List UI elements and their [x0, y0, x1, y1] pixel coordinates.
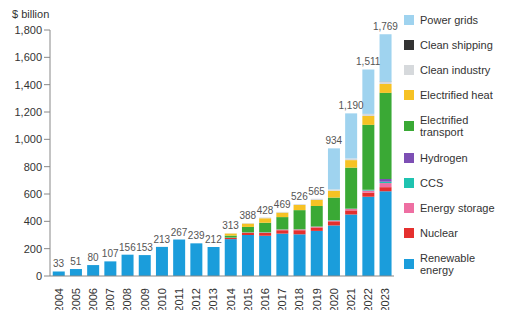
- svg-text:1,200: 1,200: [14, 106, 42, 118]
- html-text:Energy storage: Energy storage: [420, 201, 495, 214]
- svg-text:2023: 2023: [379, 288, 391, 310]
- svg-text:80: 80: [87, 252, 99, 263]
- svg-text:2014: 2014: [225, 288, 237, 310]
- svg-text:2022: 2022: [362, 288, 374, 310]
- svg-text:1,190: 1,190: [338, 100, 363, 111]
- svg-text:51: 51: [70, 256, 82, 267]
- svg-text:107: 107: [102, 248, 119, 259]
- svg-text:469: 469: [274, 199, 291, 210]
- svg-text:33: 33: [53, 258, 65, 269]
- html-text:Nuclear: Nuclear: [420, 226, 458, 239]
- html-text:Hydrogen: Hydrogen: [420, 151, 468, 164]
- svg-text:2012: 2012: [190, 288, 202, 310]
- svg-text:2019: 2019: [311, 288, 323, 310]
- svg-text:313: 313: [222, 220, 239, 231]
- svg-text:239: 239: [188, 230, 205, 241]
- svg-text:2017: 2017: [276, 288, 288, 310]
- svg-text:2008: 2008: [121, 288, 133, 310]
- svg-text:428: 428: [257, 205, 274, 216]
- html-text:Clean industry: Clean industry: [420, 64, 491, 77]
- svg-text:2005: 2005: [70, 288, 82, 310]
- svg-text:1,000: 1,000: [14, 133, 42, 145]
- svg-text:1,800: 1,800: [14, 24, 42, 36]
- svg-text:153: 153: [136, 242, 153, 253]
- svg-text:0: 0: [36, 270, 42, 282]
- html-text:Electrified transport: Electrified transport: [420, 114, 469, 139]
- svg-text:212: 212: [205, 234, 222, 245]
- svg-text:1,769: 1,769: [373, 21, 398, 32]
- svg-text:2016: 2016: [259, 288, 271, 310]
- svg-text:600: 600: [24, 188, 42, 200]
- svg-text:2021: 2021: [345, 288, 357, 310]
- svg-text:200: 200: [24, 243, 42, 255]
- svg-text:2015: 2015: [242, 288, 254, 310]
- svg-text:2011: 2011: [173, 288, 185, 310]
- html-text:Renewable energy: Renewable energy: [420, 252, 475, 276]
- svg-text:1,400: 1,400: [14, 79, 42, 91]
- html-text:$ billion: $ billion: [12, 8, 50, 20]
- svg-text:565: 565: [308, 186, 325, 197]
- svg-text:213: 213: [153, 234, 170, 245]
- svg-text:267: 267: [171, 227, 188, 238]
- html-text:Electrified heat: Electrified heat: [420, 89, 493, 102]
- html-text:Power grids: Power grids: [420, 14, 479, 26]
- svg-text:400: 400: [24, 215, 42, 227]
- svg-text:2013: 2013: [207, 288, 219, 310]
- svg-text:2007: 2007: [104, 288, 116, 310]
- svg-text:156: 156: [119, 242, 136, 253]
- svg-text:388: 388: [239, 210, 256, 221]
- svg-text:2004: 2004: [53, 288, 65, 310]
- svg-text:2020: 2020: [328, 288, 340, 310]
- svg-text:800: 800: [24, 161, 42, 173]
- svg-text:1,600: 1,600: [14, 51, 42, 63]
- svg-text:526: 526: [291, 191, 308, 202]
- svg-text:2018: 2018: [293, 288, 305, 310]
- svg-text:1,511: 1,511: [356, 56, 381, 67]
- svg-text:2009: 2009: [139, 288, 151, 310]
- svg-text:2006: 2006: [87, 288, 99, 310]
- svg-text:934: 934: [325, 135, 342, 146]
- html-text:Clean shipping: Clean shipping: [420, 39, 493, 52]
- svg-text:2010: 2010: [156, 288, 168, 310]
- html-text:CCS: CCS: [420, 176, 444, 189]
